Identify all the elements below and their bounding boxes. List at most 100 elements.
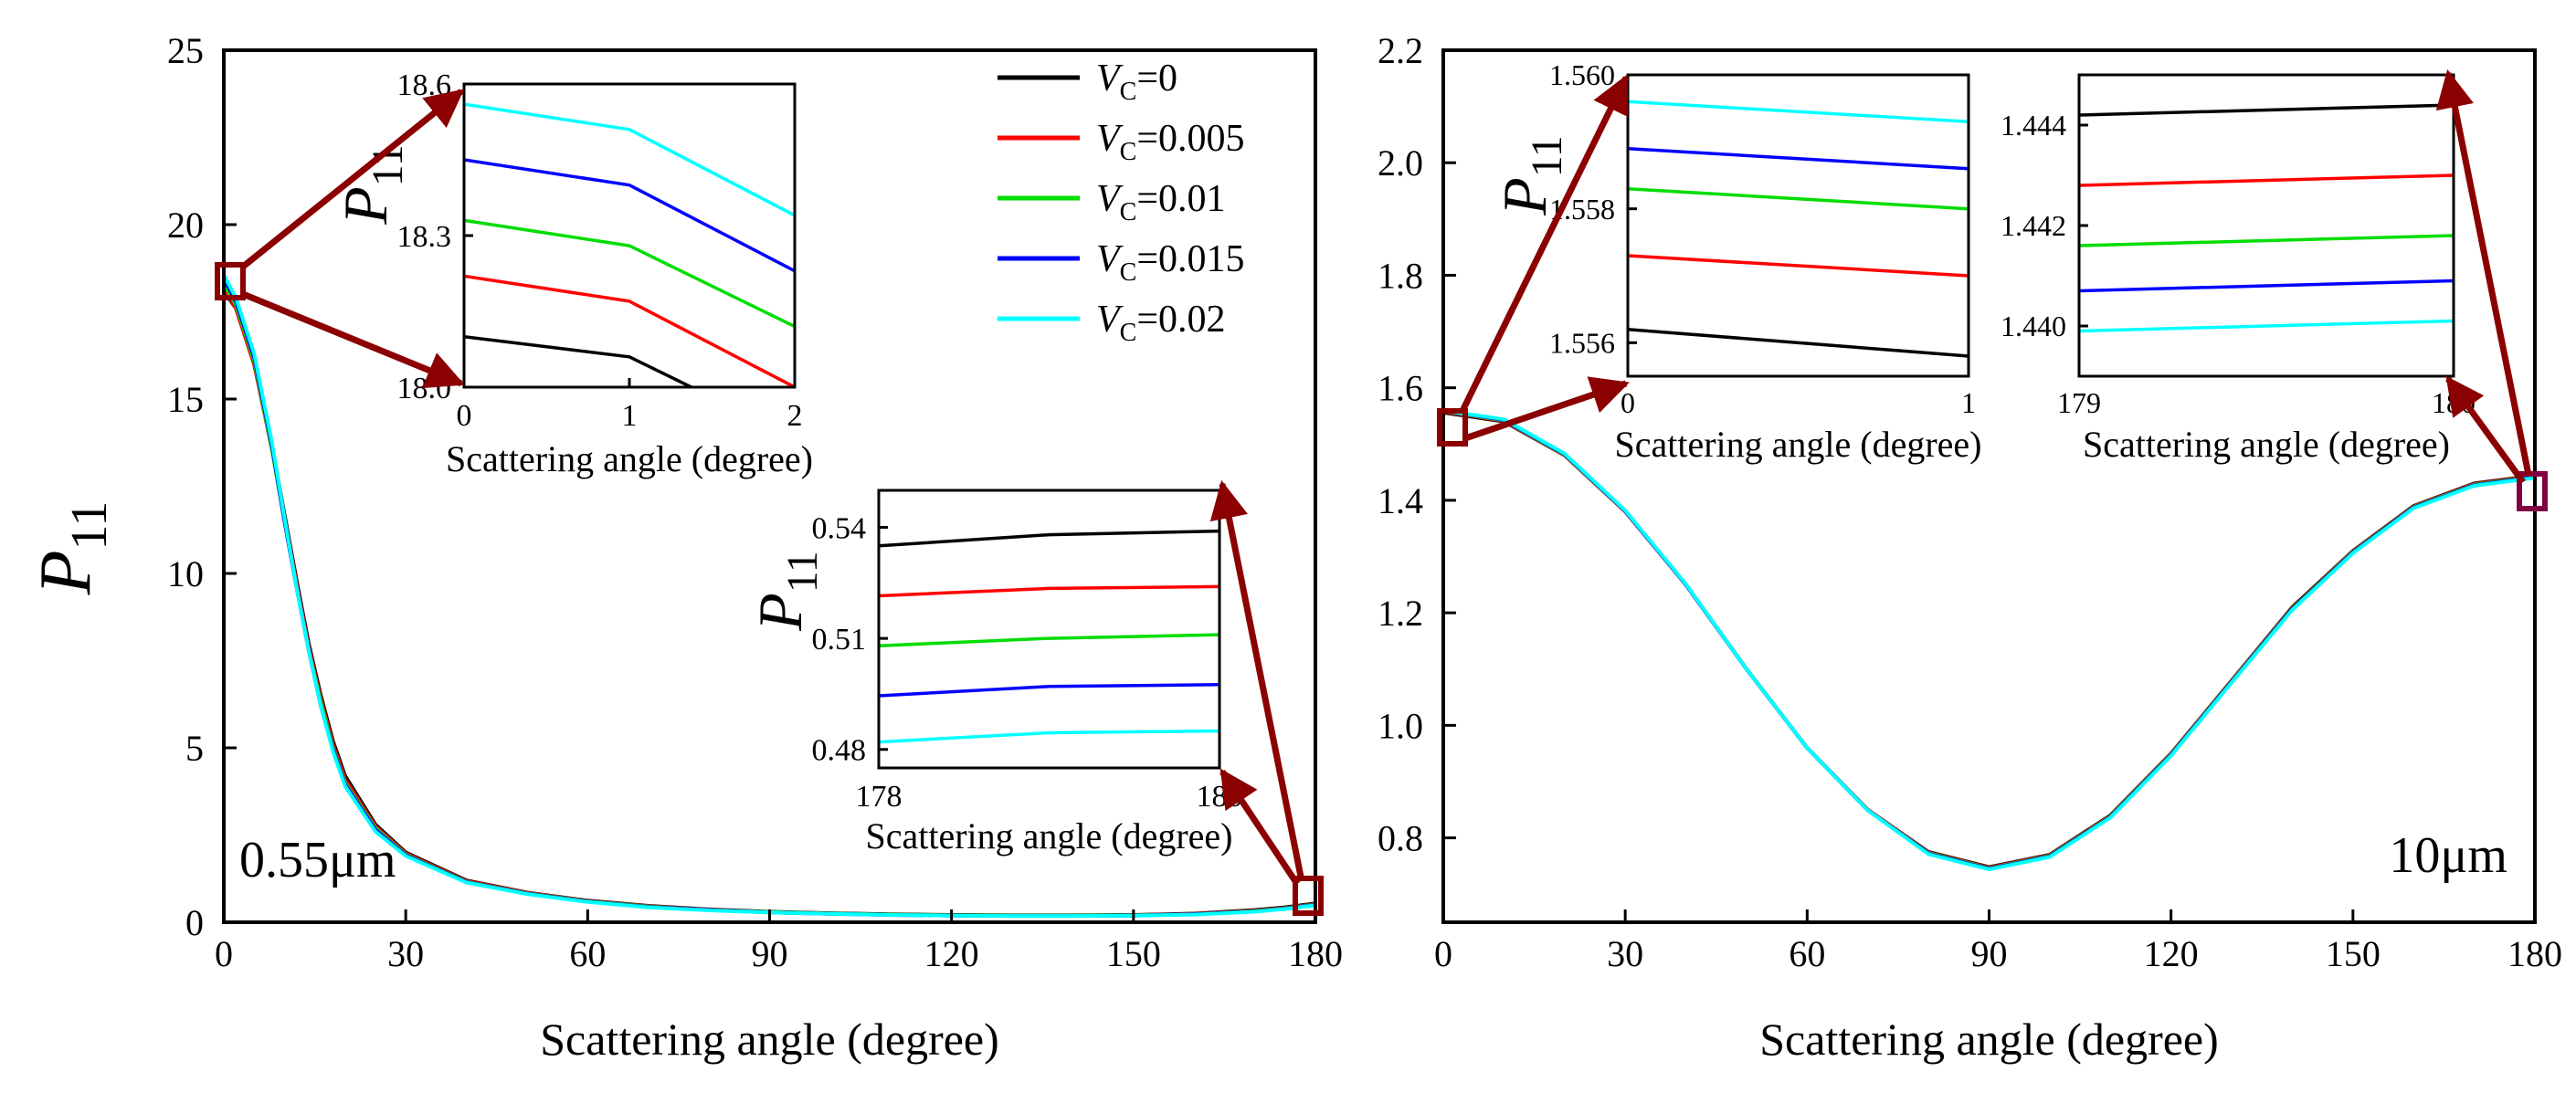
left-inset-top-ylabel: P11	[331, 144, 412, 225]
zoom-arrow	[1209, 479, 1305, 882]
left-inset-bottom-xtick-label: 178	[856, 780, 903, 814]
zoom-arrow	[1219, 768, 1300, 886]
right-inset-left-ytick-label: 1.556	[1549, 327, 1615, 360]
right-inset-left-ytick-label: 1.560	[1549, 58, 1615, 91]
zoom-arrow	[1458, 74, 1630, 415]
right-inset-right-series-line	[2079, 234, 2454, 247]
right-main-ytick-label: 1.2	[1378, 593, 1423, 634]
left-main-xtick-label: 60	[569, 933, 606, 974]
right-main-xtick-label: 30	[1607, 933, 1643, 974]
right-inset-left-ylabel: P11	[1490, 135, 1571, 215]
right-inset-left-xtick-label: 1	[1961, 386, 1976, 419]
right-main-ytick-label: 1.8	[1378, 255, 1423, 296]
zoom-arrow	[1463, 376, 1630, 442]
left-main-series-line	[224, 274, 1315, 919]
left-inset-bottom-ytick-label: 0.48	[812, 734, 867, 768]
right-inset-left-series-line	[1628, 146, 1969, 171]
right-inset-right-ytick-label: 1.444	[2001, 109, 2066, 142]
right-inset-left-frame	[1626, 73, 1970, 378]
left-inset-top-series-line	[464, 218, 795, 329]
right-inset-right-series-line	[2079, 279, 2454, 293]
legend-label: VC=0.01	[1096, 178, 1226, 226]
zoom-arrow	[2435, 68, 2532, 476]
legend-label: VC=0	[1096, 58, 1177, 106]
legend-label: VC=0.005	[1096, 118, 1245, 166]
zoom-box-right-backward	[2517, 471, 2548, 511]
left-inset-top-xtick-label: 0	[457, 399, 472, 433]
left-inset-top-ytick-label: 18.6	[397, 68, 452, 102]
right-main-ytick-label: 1.6	[1378, 368, 1423, 409]
left-main-xtick-label: 120	[924, 933, 979, 974]
left-inset-bottom-ytick-label: 0.51	[812, 623, 867, 657]
right-main-ytick-label: 1.0	[1378, 705, 1423, 746]
left-main-xtick-label: 90	[752, 933, 788, 974]
right-main-xtick-label: 60	[1789, 933, 1825, 974]
left-inset-bottom-background	[879, 490, 1219, 768]
left-panel-wavelength-label: 0.55μm	[239, 832, 396, 888]
legend-label: VC=0.015	[1096, 238, 1245, 287]
right-main-ytick-label: 2.0	[1378, 142, 1423, 184]
right-inset-right-series-line	[2079, 103, 2454, 117]
right-inset-left-series-line	[1628, 100, 1969, 124]
right-main-series-line	[1443, 408, 2535, 872]
legend-label: VC=0.02	[1096, 299, 1226, 347]
left-main-xtick-label: 150	[1106, 933, 1161, 974]
right-inset-right-xlabel: Scattering angle (degree)	[2083, 424, 2450, 465]
left-main-ytick-label: 25	[167, 30, 204, 71]
left-inset-bottom-ytick-label: 0.54	[812, 511, 867, 545]
legend: VC=0 VC=0.005 VC=0.01 VC=0.015 VC=0.02	[998, 58, 1245, 347]
left-main-ytick-label: 5	[185, 728, 204, 769]
right-inset-right-ytick-label: 1.440	[2001, 310, 2066, 342]
left-inset-bottom-series-line	[879, 729, 1219, 744]
zoom-arrow	[241, 290, 465, 389]
right-inset-left-series-line	[1628, 254, 1969, 278]
left-inset-bottom-ylabel: P11	[745, 551, 827, 631]
left-inset-top-background	[464, 84, 795, 387]
left-inset-top-xtick-label: 2	[787, 399, 803, 433]
left-main-ytick-label: 15	[167, 379, 204, 420]
left-main-xtick-label: 180	[1288, 933, 1343, 974]
zoom-arrow	[2445, 375, 2526, 485]
right-inset-right-ytick-label: 1.442	[2001, 209, 2066, 242]
right-main-xtick-label: 180	[2507, 933, 2562, 974]
left-inset-bottom-series-line	[879, 529, 1219, 548]
right-main-xtick-label: 90	[1971, 933, 2008, 974]
zoom-box-left-backward	[1293, 876, 1324, 916]
right-main-ytick-label: 1.4	[1378, 480, 1423, 521]
left-inset-top-series-line	[464, 334, 695, 387]
y-axis-label: P11	[26, 501, 118, 596]
right-inset-right-series-line	[2079, 319, 2454, 333]
zoom-box-right-forward	[1437, 408, 1468, 447]
left-main-ytick-label: 10	[167, 553, 204, 594]
left-inset-top-xtick-label: 1	[622, 399, 638, 433]
right-inset-left-background	[1628, 75, 1969, 376]
right-panel-wavelength-label: 10μm	[2389, 827, 2507, 884]
zoom-arrow	[240, 89, 465, 269]
right-main-ytick-label: 2.2	[1378, 30, 1423, 71]
left-inset-bottom-series-line	[879, 633, 1219, 647]
right-main-xtick-label: 150	[2326, 933, 2381, 974]
right-main-panel: 0 30 60 90 120 150 180 0.8 1.0 1.2 1.4 1.6 1.8 2.0 2.2…	[1378, 30, 2562, 1065]
left-inset-top-series-line	[464, 102, 795, 217]
right-inset-right-series-line	[2079, 173, 2454, 187]
left-main-ytick-label: 0	[185, 902, 204, 943]
left-inset-top-xlabel: Scattering angle (degree)	[446, 438, 813, 479]
left-inset-bottom-series-line	[879, 683, 1219, 698]
left-inset-bottom-series-line	[879, 584, 1219, 598]
right-inset-left-series-line	[1628, 327, 1969, 358]
left-main-xtick-label: 30	[387, 933, 424, 974]
left-main-xtick-label: 0	[215, 933, 233, 974]
zoom-box-left-forward	[215, 262, 246, 300]
left-inset-top-ytick-label: 18.3	[397, 220, 452, 254]
right-inset-right-xtick-label: 179	[2057, 386, 2101, 419]
right-inset-left-xtick-label: 0	[1621, 386, 1635, 419]
left-main-xlabel: Scattering angle (degree)	[540, 1014, 999, 1065]
right-main-xtick-label: 0	[1434, 933, 1452, 974]
left-main-ytick-label: 20	[167, 205, 204, 246]
right-main-xlabel: Scattering angle (degree)	[1759, 1014, 2219, 1065]
